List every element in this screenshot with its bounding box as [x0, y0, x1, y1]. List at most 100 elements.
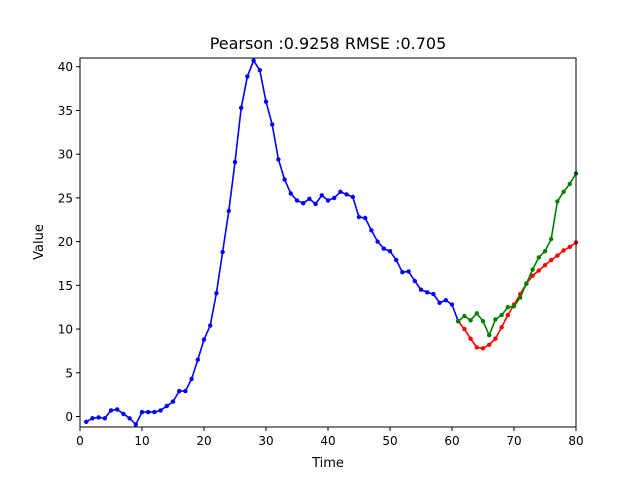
x-tick-label: 20 — [196, 434, 211, 448]
series-1-point — [127, 416, 132, 421]
series-1-point — [344, 192, 349, 197]
series-3-point — [524, 281, 529, 286]
series-1-point — [239, 105, 244, 111]
series-3-point — [536, 255, 541, 260]
series-1 — [84, 58, 461, 427]
series-1-point — [102, 416, 108, 421]
series-2-point — [555, 253, 560, 258]
series-2-point — [567, 244, 572, 250]
y-tick-label: 35 — [58, 104, 73, 118]
y-tick-label: 30 — [58, 148, 73, 162]
x-tick-label: 50 — [382, 434, 397, 448]
series-1-line — [85, 59, 459, 426]
series-2-point — [462, 326, 467, 332]
series-1-point — [164, 403, 169, 409]
series-1-point — [412, 278, 417, 284]
series-layer — [84, 58, 579, 427]
series-1-point — [325, 198, 331, 203]
series-1-point — [226, 208, 231, 214]
x-axis-label: Time — [311, 456, 344, 471]
series-2-point — [493, 336, 498, 341]
series-1-point — [276, 157, 281, 162]
plot-frame — [79, 57, 577, 428]
series-3-point — [549, 236, 554, 242]
series-1-point — [84, 419, 89, 424]
series-1-point — [394, 257, 399, 263]
series-3-point — [480, 319, 486, 324]
y-tick-label: 5 — [65, 366, 73, 380]
series-1-point — [183, 388, 188, 394]
series-2-point — [505, 312, 510, 318]
x-tick-label: 10 — [134, 434, 149, 448]
series-1-point — [425, 290, 430, 295]
series-1-point — [400, 270, 405, 275]
x-tick-label: 70 — [506, 434, 521, 448]
series-1-point — [406, 269, 411, 274]
x-tick-label: 30 — [258, 434, 273, 448]
x-axis: 0 10 20 30 40 50 60 70 80 — [76, 427, 584, 448]
series-1-point — [381, 246, 386, 251]
series-2-point — [536, 268, 541, 273]
series-3-point — [561, 189, 566, 194]
series-1-point — [133, 422, 138, 427]
series-1-point — [245, 74, 250, 79]
series-1-point — [263, 99, 269, 104]
x-tick-label: 80 — [568, 434, 583, 448]
series-1-point — [90, 416, 95, 421]
series-3-point — [456, 319, 461, 324]
y-axis: 0 5 10 15 20 25 30 35 40 — [58, 60, 80, 424]
series-1-point — [146, 409, 151, 415]
y-tick-label: 20 — [58, 235, 73, 249]
series-2-point — [474, 345, 479, 350]
y-axis-label: Value — [32, 224, 47, 260]
series-1-point — [363, 215, 368, 221]
series-3-point — [468, 318, 473, 323]
series-2-point — [499, 325, 504, 330]
x-tick-label: 60 — [444, 434, 459, 448]
chart-title: Pearson :0.9258 RMSE :0.705 — [210, 34, 447, 53]
series-1-point — [301, 201, 306, 206]
series-1-point — [232, 159, 238, 165]
series-1-point — [201, 337, 207, 342]
y-tick-label: 25 — [58, 191, 73, 205]
series-1-point — [369, 228, 374, 233]
series-1-point — [251, 58, 256, 63]
y-tick-label: 40 — [58, 60, 73, 74]
series-1-point — [189, 376, 194, 382]
series-1-point — [307, 196, 312, 201]
series-3-point — [518, 295, 523, 300]
series-1-point — [288, 191, 293, 196]
series-1-point — [257, 68, 262, 73]
series-2-point — [480, 346, 486, 351]
series-3-point — [567, 181, 572, 187]
series-1-point — [319, 193, 324, 198]
y-tick-label: 10 — [58, 323, 73, 337]
series-1-point — [177, 388, 182, 394]
series-1-point — [443, 298, 448, 303]
series-3-point — [555, 199, 560, 204]
series-1-point — [332, 195, 337, 201]
series-1-point — [108, 408, 114, 413]
series-3-point — [530, 267, 535, 272]
series-2-point — [549, 257, 554, 263]
series-2-line — [457, 241, 577, 350]
series-1-point — [437, 300, 442, 305]
series-1-point — [96, 415, 101, 420]
series-2-point — [487, 342, 492, 347]
series-2-point — [542, 263, 548, 268]
series-1-point — [139, 409, 145, 415]
series-1-point — [338, 189, 343, 194]
series-1-point — [387, 249, 393, 254]
series-1-point — [282, 177, 287, 182]
series-1-point — [214, 291, 219, 296]
series-3-point — [493, 317, 498, 322]
series-1-point — [270, 122, 275, 127]
series-3-point — [505, 305, 510, 310]
y-tick-label: 0 — [65, 410, 73, 424]
series-3-point — [542, 249, 548, 254]
series-3-point — [499, 312, 504, 318]
series-1-point — [220, 249, 225, 255]
x-tick-label: 0 — [76, 434, 84, 448]
series-2-point — [468, 336, 473, 341]
